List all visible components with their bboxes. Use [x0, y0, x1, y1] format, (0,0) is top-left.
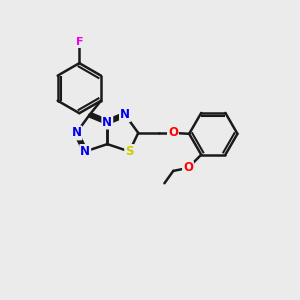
- Text: O: O: [183, 161, 193, 175]
- Text: O: O: [168, 126, 178, 140]
- Text: F: F: [76, 37, 83, 47]
- Text: F: F: [76, 37, 83, 47]
- Text: N: N: [120, 108, 130, 121]
- Text: N: N: [102, 116, 112, 128]
- Text: N: N: [80, 145, 90, 158]
- Text: S: S: [125, 145, 134, 158]
- Text: N: N: [71, 126, 81, 140]
